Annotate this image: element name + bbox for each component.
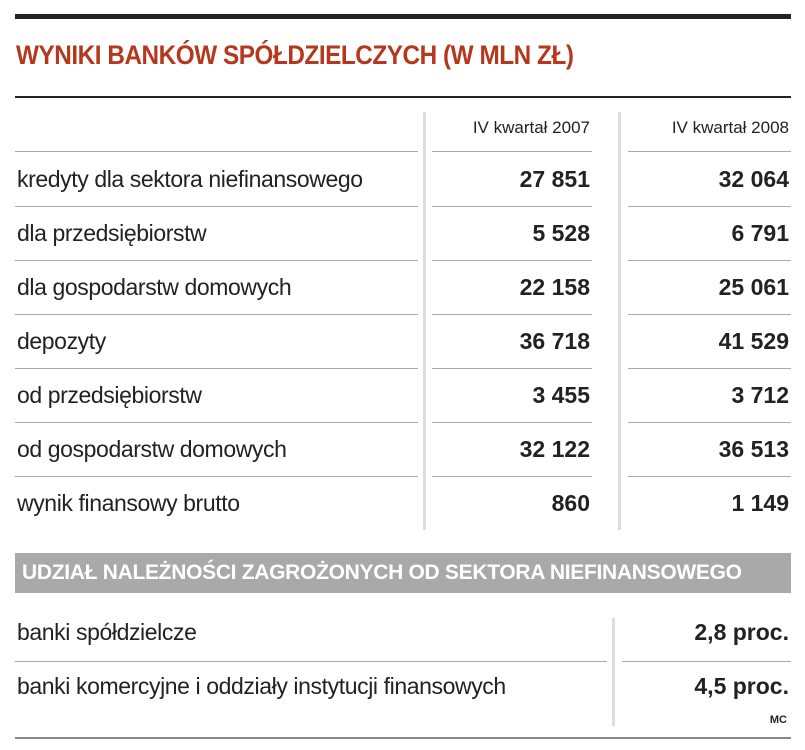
row-label: dla gospodarstw domowych <box>17 274 292 300</box>
title-rule <box>15 96 791 98</box>
row-rule <box>15 151 418 152</box>
column-divider <box>423 112 426 530</box>
cell-value: 36 513 <box>718 436 789 462</box>
row-rule <box>622 661 791 662</box>
row-rule <box>432 206 592 207</box>
cell-value: 1 149 <box>731 490 789 516</box>
row-label: banki komercyjne i oddziały instytucji f… <box>17 673 506 699</box>
section-band <box>15 553 791 593</box>
row-label: banki spółdzielcze <box>17 619 197 645</box>
row-rule <box>628 368 791 369</box>
column-divider <box>612 618 615 726</box>
cell-value: 860 <box>551 490 590 516</box>
row-rule <box>432 314 592 315</box>
title: WYNIKI BANKÓW SPÓŁDZIELCZYCH (W MLN ZŁ) <box>16 40 574 70</box>
cell-value: 6 791 <box>731 220 789 246</box>
row-rule <box>628 314 791 315</box>
row-rule <box>432 368 592 369</box>
column-header: IV kwartał 2007 <box>472 118 590 137</box>
column-divider <box>618 112 621 530</box>
cell-value: 25 061 <box>718 274 789 300</box>
row-rule <box>432 151 592 152</box>
cell-value: 27 851 <box>519 166 590 192</box>
row-label: dla przedsiębiorstw <box>17 220 207 246</box>
source: MC <box>769 714 787 726</box>
cell-value: 41 529 <box>718 328 789 354</box>
row-label: od przedsiębiorstw <box>17 382 202 408</box>
cell-value: 2,8 proc. <box>694 619 789 645</box>
cell-value: 32 122 <box>519 436 590 462</box>
row-label: depozyty <box>17 328 106 354</box>
cell-value: 3 455 <box>532 382 590 408</box>
cell-value: 32 064 <box>718 166 789 192</box>
row-rule <box>15 422 418 423</box>
row-rule <box>15 260 418 261</box>
cell-value: 22 158 <box>519 274 590 300</box>
cell-value: 5 528 <box>532 220 590 246</box>
top-bar <box>15 14 791 19</box>
row-rule <box>432 260 592 261</box>
bottom-rule <box>15 737 791 739</box>
cell-value: 36 718 <box>519 328 590 354</box>
cell-value: 4,5 proc. <box>694 673 789 699</box>
row-rule <box>15 661 607 662</box>
row-rule <box>628 206 791 207</box>
row-rule <box>15 314 418 315</box>
row-label: od gospodarstw domowych <box>17 436 287 462</box>
cell-value: 3 712 <box>731 382 789 408</box>
row-label: kredyty dla sektora niefinansowego <box>17 166 363 192</box>
row-rule <box>432 422 592 423</box>
row-rule <box>432 476 592 477</box>
row-rule <box>15 476 418 477</box>
row-rule <box>15 206 418 207</box>
row-rule <box>628 476 791 477</box>
row-rule <box>628 422 791 423</box>
row-rule <box>628 151 791 152</box>
row-label: wynik finansowy brutto <box>17 490 240 516</box>
row-rule <box>15 368 418 369</box>
section-title: UDZIAŁ NALEŻNOŚCI ZAGROŻONYCH OD SEKTORA… <box>22 561 742 584</box>
column-header: IV kwartał 2008 <box>671 118 789 137</box>
row-rule <box>628 260 791 261</box>
